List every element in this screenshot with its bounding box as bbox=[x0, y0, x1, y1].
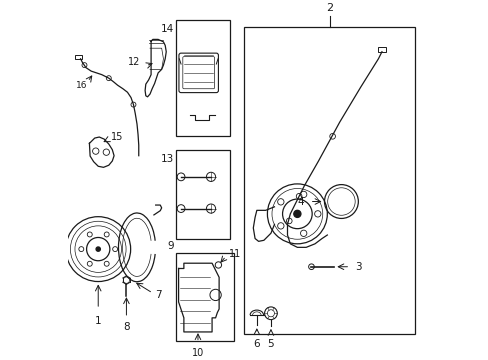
Text: 5: 5 bbox=[267, 339, 274, 349]
Bar bbox=[175, 150, 230, 239]
Text: 9: 9 bbox=[167, 241, 174, 251]
Circle shape bbox=[96, 247, 100, 251]
Polygon shape bbox=[178, 263, 219, 332]
Text: 12: 12 bbox=[128, 57, 140, 67]
Text: 8: 8 bbox=[123, 321, 129, 332]
Text: 16: 16 bbox=[76, 81, 87, 90]
Text: 11: 11 bbox=[228, 249, 241, 259]
Bar bbox=[75, 55, 81, 59]
Text: 4: 4 bbox=[297, 197, 304, 207]
Text: 1: 1 bbox=[95, 316, 102, 327]
Bar bbox=[244, 27, 415, 334]
Text: 15: 15 bbox=[110, 132, 122, 142]
Text: 14: 14 bbox=[161, 23, 174, 33]
Bar bbox=[175, 20, 230, 136]
Text: 6: 6 bbox=[253, 339, 260, 349]
Text: 3: 3 bbox=[355, 262, 362, 272]
Text: 13: 13 bbox=[161, 154, 174, 164]
Text: 10: 10 bbox=[191, 348, 203, 358]
Bar bbox=[377, 47, 386, 52]
Circle shape bbox=[293, 210, 300, 217]
Text: 2: 2 bbox=[326, 3, 333, 13]
Bar bbox=[175, 253, 233, 341]
Text: 7: 7 bbox=[155, 290, 161, 300]
